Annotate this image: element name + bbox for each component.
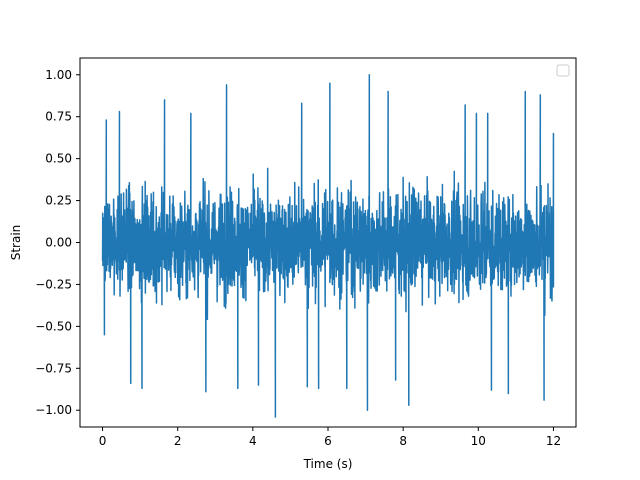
legend-box (556, 64, 570, 77)
y-tick-label: 0.75 (45, 110, 72, 124)
strain-series-line (101, 74, 555, 418)
y-axis-label: Strain (9, 225, 23, 261)
x-tick-label: 10 (471, 434, 486, 448)
x-axis-label: Time (s) (303, 457, 353, 471)
y-tick-label: 0.50 (45, 152, 72, 166)
y-tick-label: −0.25 (35, 277, 72, 291)
series-layer (101, 74, 555, 418)
x-tick-label: 4 (249, 434, 257, 448)
y-axis-ticks: −1.00 −0.75 −0.50 −0.25 0.00 0.25 0.50 0.75 1.00 (35, 68, 80, 417)
x-tick-label: 12 (546, 434, 561, 448)
y-tick-label: −1.00 (35, 403, 72, 417)
y-tick-label: 0.25 (45, 194, 72, 208)
x-tick-label: 6 (324, 434, 332, 448)
y-tick-label: −0.50 (35, 319, 72, 333)
y-tick-label: 1.00 (45, 68, 72, 82)
x-axis-ticks: 0 2 4 6 8 10 12 (99, 427, 561, 448)
x-tick-label: 8 (399, 434, 407, 448)
x-tick-label: 0 (99, 434, 107, 448)
y-tick-label: 0.00 (45, 236, 72, 250)
y-tick-label: −0.75 (35, 361, 72, 375)
x-tick-label: 2 (174, 434, 182, 448)
